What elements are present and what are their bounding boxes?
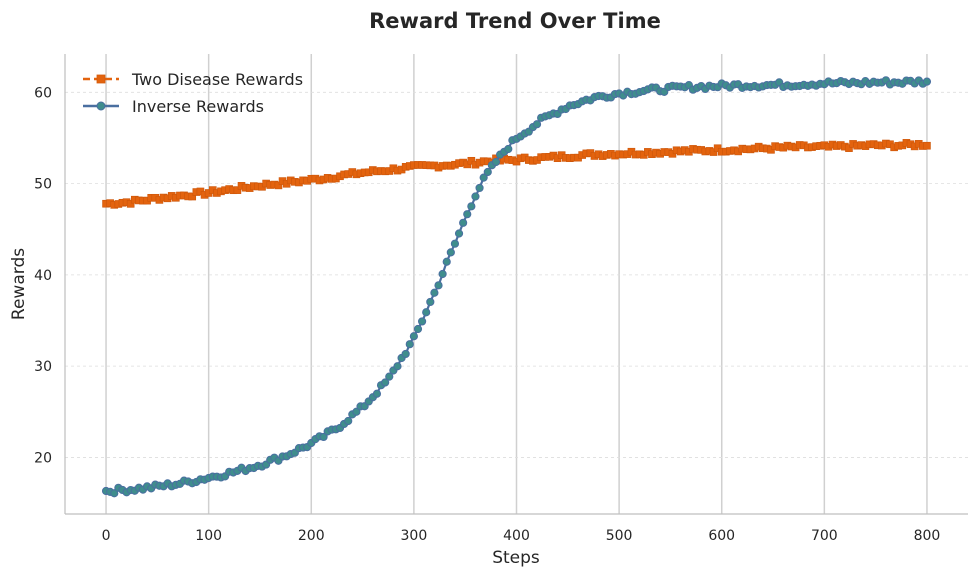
series-two-disease [102, 139, 931, 209]
x-tick-label: 100 [195, 528, 222, 544]
data-point-inverse [401, 349, 410, 359]
y-tick-label: 60 [34, 85, 52, 101]
x-tick-labels: 0 100 200 300 400 500 600 700 800 [102, 528, 941, 544]
y-tick-label: 30 [34, 359, 52, 375]
data-point-inverse [344, 416, 353, 426]
data-point-inverse [426, 297, 435, 307]
x-tick-label: 800 [914, 528, 941, 544]
data-point-inverse [372, 389, 382, 398]
y-tick-label: 40 [34, 268, 52, 284]
x-tick-label: 400 [503, 528, 530, 544]
data-point-inverse [467, 202, 476, 211]
data-point-inverse [922, 77, 932, 86]
data-point-inverse [110, 489, 119, 498]
data-point-inverse [405, 340, 414, 349]
data-point-inverse [471, 192, 480, 201]
x-tick-label: 500 [606, 528, 633, 544]
data-point-inverse [442, 257, 451, 266]
y-tick-label: 20 [34, 450, 52, 466]
y-tick-label: 50 [34, 177, 52, 193]
data-point-inverse [454, 229, 464, 238]
data-point-inverse [385, 372, 394, 381]
data-point-two-disease [845, 144, 853, 152]
data-point-two-disease [188, 192, 197, 201]
data-point-inverse [463, 210, 472, 219]
x-tick-label: 200 [298, 528, 325, 544]
data-point-two-disease [126, 200, 135, 208]
legend-marker-square [96, 74, 106, 84]
data-point-inverse [483, 167, 492, 177]
data-point-inverse [434, 281, 443, 290]
legend-label-two-disease: Two Disease Rewards [131, 70, 303, 89]
data-point-inverse [475, 183, 484, 193]
data-point-two-disease [274, 181, 283, 190]
data-point-inverse [450, 239, 460, 248]
data-point-inverse [479, 173, 488, 182]
data-point-inverse [446, 248, 455, 257]
data-point-inverse [393, 362, 402, 371]
data-point-inverse [352, 407, 361, 416]
grid [65, 54, 968, 514]
chart-title: Reward Trend Over Time [369, 9, 661, 33]
data-point-inverse [413, 324, 423, 334]
x-tick-label: 300 [401, 528, 428, 544]
y-axis-label: Rewards [9, 248, 29, 320]
x-tick-label: 600 [708, 528, 735, 544]
data-point-two-disease [923, 141, 931, 150]
legend-marker-circle [96, 101, 106, 111]
series-layer [101, 76, 932, 498]
data-point-two-disease [467, 156, 476, 165]
y-tick-labels: 20 30 40 50 60 [34, 85, 52, 466]
data-point-inverse [319, 432, 328, 442]
data-point-two-disease [709, 148, 718, 156]
data-point-inverse [438, 269, 447, 279]
series-inverse [101, 76, 932, 498]
x-tick-label: 0 [102, 528, 111, 544]
data-point-inverse [504, 144, 513, 154]
legend-label-inverse: Inverse Rewards [132, 97, 264, 116]
x-axis-label: Steps [492, 548, 540, 568]
x-tick-label: 700 [811, 528, 838, 544]
data-point-inverse [430, 288, 439, 297]
data-point-two-disease [233, 186, 242, 194]
data-point-inverse [459, 218, 468, 227]
data-point-inverse [491, 157, 501, 167]
data-point-inverse [422, 308, 431, 317]
legend: Two Disease Rewards Inverse Rewards [83, 70, 303, 116]
data-point-inverse [417, 317, 427, 326]
data-point-inverse [532, 120, 542, 129]
data-point-inverse [381, 378, 390, 387]
data-point-inverse [409, 332, 418, 341]
